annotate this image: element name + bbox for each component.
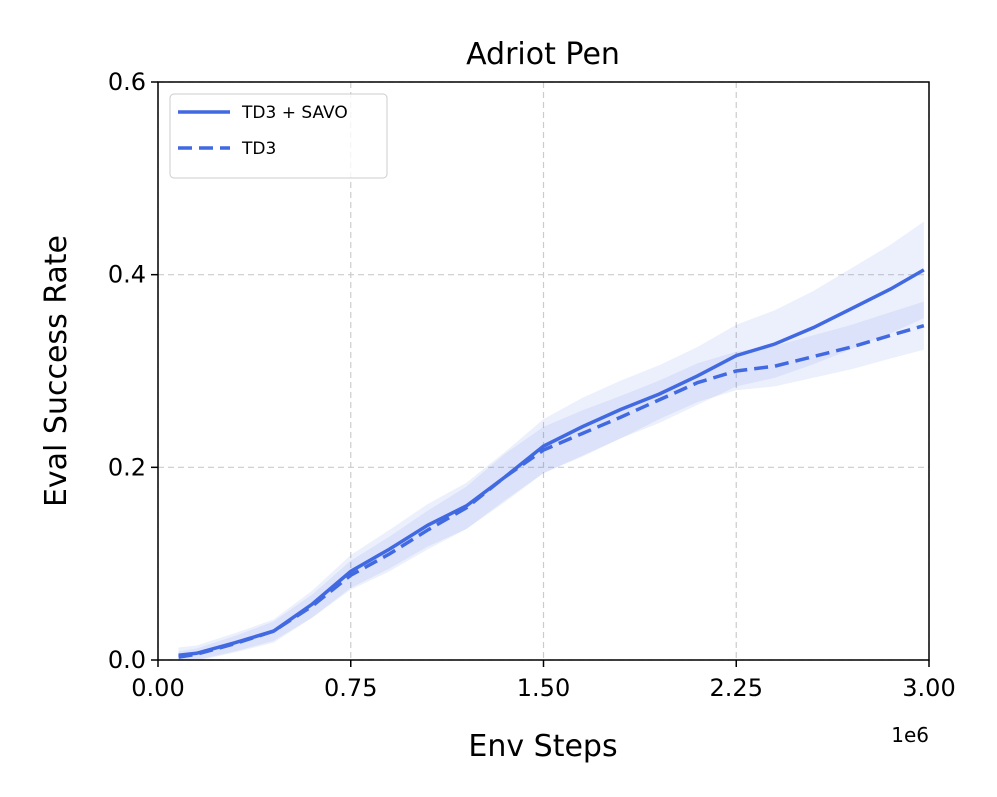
y-tick-label: 0.4 <box>108 261 146 289</box>
legend-label: TD3 <box>241 139 276 159</box>
legend-box <box>169 93 388 179</box>
x-tick-label: 3.00 <box>902 674 955 702</box>
lines <box>178 268 925 659</box>
series-line <box>178 324 925 659</box>
x-tick-label: 1.50 <box>517 674 570 702</box>
legend: TD3 + SAVO TD3 <box>169 93 388 179</box>
x-tick-label: 0.75 <box>324 674 377 702</box>
y-tick-label: 0.2 <box>108 453 146 481</box>
ticks: 0.00 0.75 1.50 2.25 3.00 0.0 0.2 0.4 0.6 <box>108 68 956 702</box>
legend-label: TD3 + SAVO <box>241 103 348 123</box>
x-offset-label: 1e6 <box>891 723 929 747</box>
chart-title: Adriot Pen <box>466 37 620 72</box>
x-tick-label: 2.25 <box>710 674 763 702</box>
y-tick-label: 0.0 <box>108 646 146 674</box>
confidence-band <box>178 301 924 660</box>
x-tick-label: 0.00 <box>131 674 184 702</box>
x-axis-label: Env Steps <box>468 729 617 764</box>
y-tick-label: 0.6 <box>108 68 146 96</box>
y-axis-label: Eval Success Rate <box>39 235 74 507</box>
